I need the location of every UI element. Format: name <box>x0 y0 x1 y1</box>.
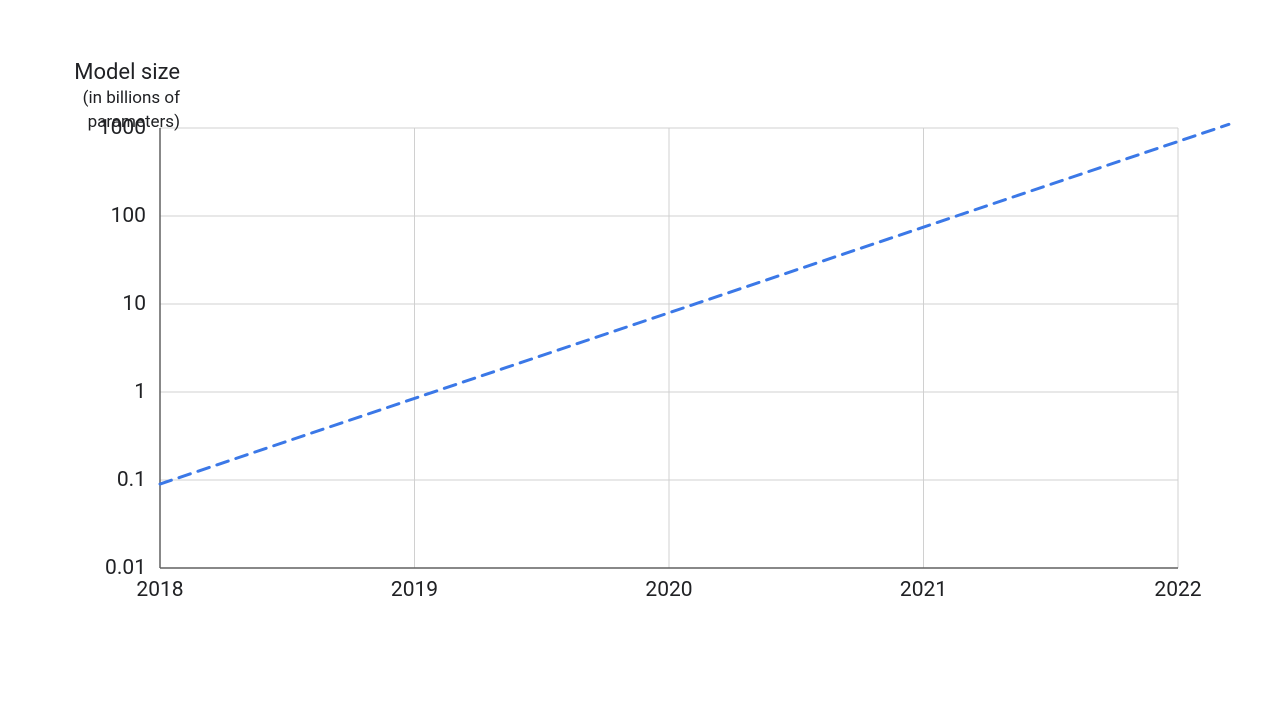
x-tick-label: 2022 <box>1154 578 1201 602</box>
y-tick-label: 1 <box>134 380 146 404</box>
x-tick-label: 2019 <box>391 578 438 602</box>
x-tick-label: 2020 <box>645 578 692 602</box>
y-axis-title-main: Model size <box>74 60 180 86</box>
x-tick-label: 2018 <box>136 578 183 602</box>
y-tick-label: 10 <box>122 292 146 316</box>
y-axis-title-sub1: (in billions of <box>74 88 180 109</box>
y-tick-label: 0.01 <box>105 556 146 580</box>
y-tick-label: 1000 <box>99 116 146 140</box>
model-size-chart <box>0 0 1280 720</box>
y-tick-label: 100 <box>111 204 146 228</box>
y-tick-label: 0.1 <box>117 468 146 492</box>
x-tick-label: 2021 <box>900 578 947 602</box>
